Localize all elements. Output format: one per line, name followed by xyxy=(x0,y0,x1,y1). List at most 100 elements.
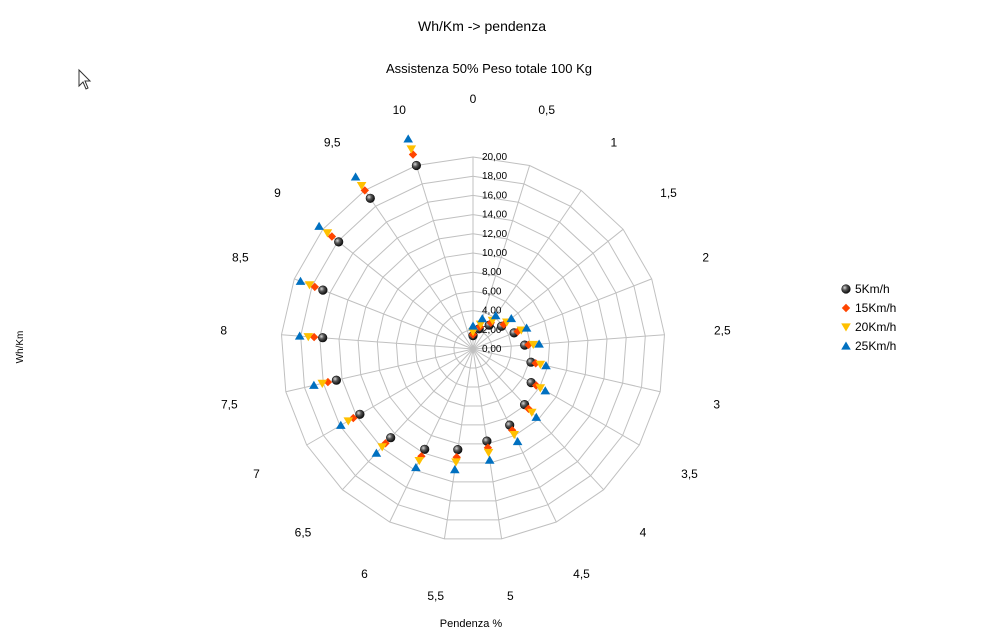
category-label: 7 xyxy=(253,467,260,481)
data-point xyxy=(350,172,361,181)
radial-tick-label: 2,00 xyxy=(482,325,502,336)
data-point xyxy=(475,320,486,329)
grid-ring xyxy=(434,310,512,388)
category-label: 7,5 xyxy=(221,398,238,412)
legend-marker xyxy=(841,341,851,350)
legend-label: 15Km/h xyxy=(855,301,896,315)
data-point xyxy=(303,333,314,342)
category-label: 0 xyxy=(470,92,477,106)
data-point xyxy=(403,134,413,143)
radial-tick-label: 20,00 xyxy=(482,152,507,163)
data-point xyxy=(535,360,546,369)
data-point xyxy=(318,333,328,343)
data-point xyxy=(295,276,306,285)
radial-tick-label: 14,00 xyxy=(482,210,507,221)
category-label: 4,5 xyxy=(573,567,590,581)
data-point xyxy=(336,420,346,429)
data-point xyxy=(414,457,425,466)
data-point xyxy=(365,193,375,203)
data-point xyxy=(468,321,478,330)
data-point xyxy=(528,340,539,350)
data-point xyxy=(512,436,523,446)
category-label: 8 xyxy=(220,323,227,337)
grid-spoke xyxy=(342,348,474,491)
data-point xyxy=(506,313,517,323)
category-label: 1,5 xyxy=(660,186,677,200)
data-point xyxy=(304,281,315,290)
radial-tick-label: 4,00 xyxy=(482,306,502,317)
grid-spoke xyxy=(472,348,661,393)
data-point xyxy=(322,229,333,238)
data-point xyxy=(509,431,519,440)
data-point xyxy=(310,282,319,292)
data-point xyxy=(309,332,319,342)
category-labels: 0 0,5 1 1,5 2 2,5 3 3,5 4 4,5 5 5,5 6 6,5 7 7,5 8 8,5 9 9,5… xyxy=(220,92,731,603)
category-label: 10 xyxy=(393,103,407,117)
data-point xyxy=(317,379,328,388)
category-label: 1 xyxy=(610,135,617,149)
data-points xyxy=(294,134,551,474)
data-point xyxy=(331,375,342,385)
legend-label: 5Km/h xyxy=(855,282,890,296)
grid-spoke xyxy=(472,334,665,350)
series-20km-h xyxy=(303,145,546,467)
grid-spoke xyxy=(415,165,474,350)
legend-label: 25Km/h xyxy=(855,339,896,353)
mouse-pointer-icon xyxy=(78,68,92,90)
data-point xyxy=(468,328,478,337)
data-point xyxy=(406,145,417,154)
data-point xyxy=(482,436,492,446)
data-point xyxy=(527,408,537,417)
grid-ring xyxy=(357,233,589,464)
grid-spoke xyxy=(364,190,474,350)
grid-ring xyxy=(415,290,531,407)
data-point xyxy=(532,381,541,390)
grid-ring xyxy=(453,329,493,369)
data-point xyxy=(451,458,461,467)
category-label: 3 xyxy=(713,398,720,412)
radial-tick-labels: 0,00 2,00 4,00 6,00 8,00 10,00 12,00 14,00 16,00… xyxy=(482,152,507,355)
data-point xyxy=(534,339,544,348)
data-point xyxy=(483,448,494,458)
grid-ring xyxy=(319,194,627,502)
y-axis-label: Wh/Km xyxy=(15,331,26,364)
category-label: 6 xyxy=(361,567,368,581)
data-point xyxy=(420,444,430,454)
data-point xyxy=(371,448,382,457)
grid-ring xyxy=(280,156,666,540)
data-point xyxy=(541,361,551,370)
category-label: 5,5 xyxy=(427,589,444,603)
category-label: 2 xyxy=(702,251,709,265)
grid-spoke xyxy=(306,348,474,446)
data-point xyxy=(513,327,522,336)
grid-spoke xyxy=(472,278,652,350)
chart-subtitle: Assistenza 50% Peso totale 100 Kg xyxy=(386,61,592,76)
data-point xyxy=(343,417,354,426)
radial-tick-label: 18,00 xyxy=(482,171,507,182)
grid-spoke xyxy=(285,348,474,393)
grid-ring xyxy=(338,214,608,483)
data-point xyxy=(490,311,501,320)
data-point xyxy=(531,359,540,368)
data-point xyxy=(309,380,319,389)
category-label: 2,5 xyxy=(714,323,731,337)
radial-tick-label: 10,00 xyxy=(482,248,507,259)
data-point xyxy=(318,285,328,295)
data-point xyxy=(386,433,396,443)
data-point xyxy=(477,314,488,323)
data-point xyxy=(356,182,367,191)
category-label: 6,5 xyxy=(295,525,312,539)
data-point xyxy=(377,443,387,452)
data-point xyxy=(521,323,532,332)
series-25km-h xyxy=(294,134,551,474)
data-point xyxy=(408,150,418,159)
category-label: 0,5 xyxy=(538,103,555,117)
legend-label: 20Km/h xyxy=(855,320,896,334)
legend-marker xyxy=(841,323,851,332)
grid-ring xyxy=(300,175,646,521)
radial-tick-label: 8,00 xyxy=(482,267,502,278)
data-point xyxy=(453,445,463,455)
chart-title: Wh/Km -> pendenza xyxy=(418,18,546,34)
radial-tick-label: 16,00 xyxy=(482,190,507,201)
